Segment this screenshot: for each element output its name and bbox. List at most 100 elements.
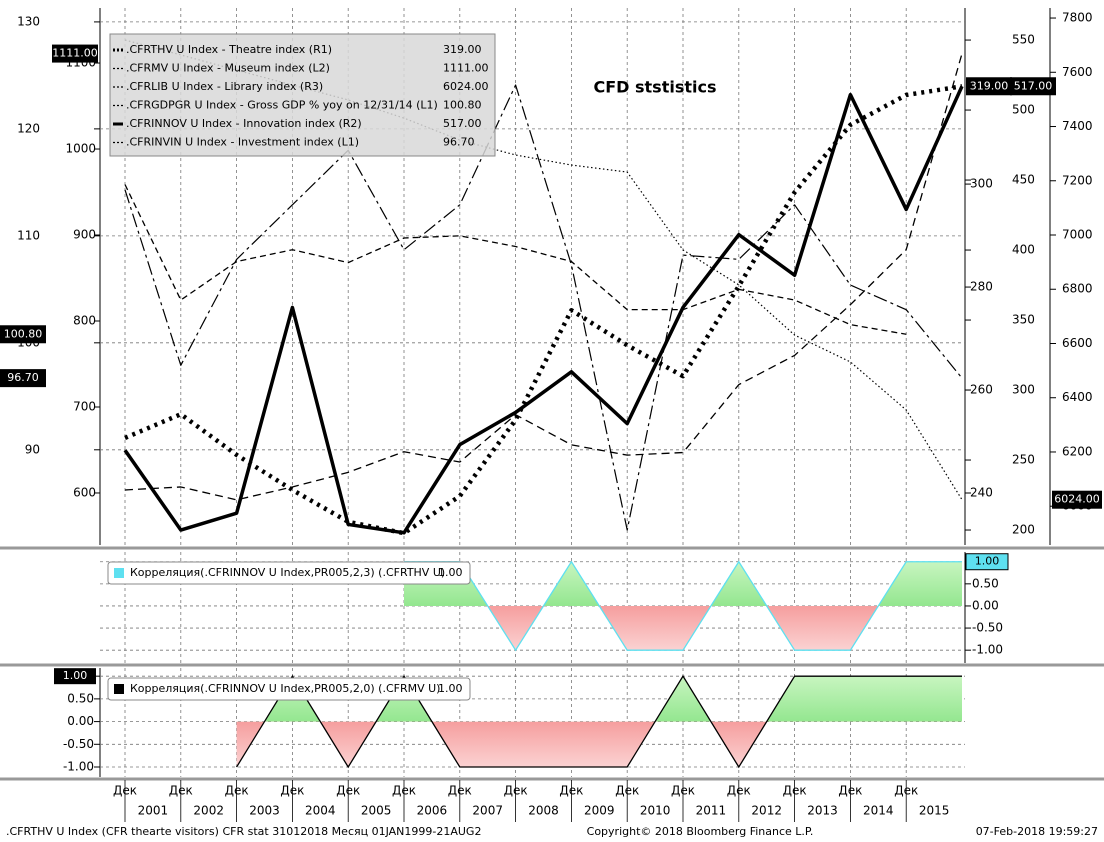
y-tick-label: 800	[73, 313, 96, 327]
y-tick-label: -1.00	[972, 643, 1003, 657]
y-tick-label: 6200	[1062, 444, 1093, 458]
legend-label: .CFRINVIN U Index - Investment index (L1…	[126, 136, 359, 149]
y-tick-label: 700	[73, 399, 96, 413]
y-tick-label: 450	[1012, 173, 1035, 187]
legend-value: 100.80	[443, 99, 482, 112]
y-tick-label: 0.50	[972, 576, 999, 590]
y-tick-label: 260	[970, 383, 993, 397]
y-tick-label: 0.50	[67, 691, 94, 705]
legend-swatch	[114, 568, 124, 578]
x-year-label: 2012	[751, 804, 782, 818]
legend-label: .CFRTHV U Index - Theatre index (R1)	[126, 43, 332, 56]
x-tick-label: Дек	[225, 784, 249, 798]
legend-value: 6024.00	[443, 80, 489, 93]
value-tag	[965, 553, 1009, 571]
footer-left: .CFRTHV U Index (CFR thearte visitors) C…	[6, 825, 481, 838]
y-tick-label: 240	[970, 485, 993, 499]
negative-area	[236, 721, 962, 768]
x-tick-label: Дек	[392, 784, 416, 798]
legend-label: Корреляция(.CFRINNOV U Index,PR005,2,3) …	[130, 566, 445, 579]
x-tick-label: Дек	[838, 784, 862, 798]
y-tick-label: 1000	[65, 142, 96, 156]
value-tag	[54, 668, 96, 685]
y-tick-label: 550	[1012, 33, 1035, 47]
y-tick-label: 7800	[1062, 11, 1093, 25]
x-year-label: 2015	[919, 804, 950, 818]
series-line	[404, 560, 962, 652]
y-tick-label: 280	[970, 280, 993, 294]
value-tag-label: 6024.00	[1054, 493, 1100, 506]
x-year-label: 2002	[193, 804, 224, 818]
legend-label: .CFRINNOV U Index - Innovation index (R2…	[126, 117, 362, 130]
y-tick-label: 250	[1012, 453, 1035, 467]
legend-label: .CFRGDPGR U Index - Gross GDP % yoy on 1…	[126, 99, 438, 112]
y-tick-label: 6600	[1062, 336, 1093, 350]
series-line	[123, 85, 964, 535]
legend-label: Корреляция(.CFRINNOV U Index,PR005,2,0) …	[130, 682, 440, 695]
y-tick-label: 350	[1012, 313, 1035, 327]
plot: 319.00 1111.00 6024.00 100.80 517.00 96.70	[0, 39, 1102, 536]
y-tick-label: 6800	[1062, 282, 1093, 296]
value-tag-label: 1.00	[975, 555, 1000, 568]
x-tick-label: Дек	[559, 784, 583, 798]
value-tag	[52, 44, 98, 63]
y-tick-label: 300	[970, 177, 993, 191]
y-tick-label: 7200	[1062, 173, 1093, 187]
legend-value: 1.00	[438, 566, 463, 579]
value-tag	[0, 325, 46, 344]
legend-label: .CFRLIB U Index - Library index (R3)	[126, 80, 323, 93]
y-tick-label: 7600	[1062, 65, 1093, 79]
y-tick-label: 7000	[1062, 228, 1093, 242]
x-axis: Дек Дек Дек Дек Дек Дек Дек Дек Дек Дек Дек Дек Дек Д…	[113, 780, 949, 822]
negative-area	[487, 605, 879, 651]
x-year-label: 2008	[528, 804, 559, 818]
panels: 1.00 0.50 0.00 -0.50 -1.00 Корреляция(.CFRINN…	[54, 552, 1009, 777]
y-tick-label: 0.00	[972, 598, 999, 612]
value-tag-label: 319.00	[970, 79, 1009, 92]
value-tag	[1010, 77, 1056, 96]
legend-box	[109, 33, 496, 157]
x-year-label: 2003	[249, 804, 280, 818]
x-tick-label: Дек	[113, 784, 137, 798]
x-year-label: 2011	[696, 804, 727, 818]
x-year-label: 2010	[640, 804, 671, 818]
y-tick-label: 7400	[1062, 119, 1093, 133]
y-tick-label: 500	[1012, 103, 1035, 117]
y-tick-label: 300	[1012, 383, 1035, 397]
x-tick-label: Дек	[448, 784, 472, 798]
series-line	[124, 84, 963, 531]
legend-box	[107, 677, 471, 701]
x-tick-label: Дек	[783, 784, 807, 798]
legend-value: 517.00	[443, 117, 482, 130]
legend-box	[107, 561, 471, 585]
footer-right: 07-Feb-2018 19:59:27	[976, 825, 1098, 838]
chart-title: CFD ststistics	[593, 78, 716, 97]
y-tick-label: 600	[73, 485, 96, 499]
y-tick-label: 400	[1012, 243, 1035, 257]
x-tick-label: Дек	[727, 784, 751, 798]
legend-swatch	[114, 684, 124, 694]
x-tick-label: Дек	[336, 784, 360, 798]
y-tick-label: -0.50	[63, 737, 94, 751]
y-tick-label: 200	[1012, 523, 1035, 537]
y-tick-label: 0.00	[67, 714, 94, 728]
legend-label: .CFRMV U Index - Museum index (L2)	[126, 62, 330, 75]
value-tag-label: 1.00	[63, 669, 88, 682]
x-tick-label: Дек	[504, 784, 528, 798]
series-line	[124, 53, 963, 501]
y-tick-label: 110	[17, 228, 40, 242]
legend-value: 1.00	[438, 682, 463, 695]
y-tick-label: 90	[25, 442, 40, 456]
legend-value: 96.70	[443, 136, 475, 149]
x-tick-label: Дек	[671, 784, 695, 798]
x-tick-label: Дек	[280, 784, 304, 798]
x-tick-label: Дек	[894, 784, 918, 798]
x-year-label: 2004	[305, 804, 336, 818]
value-tag	[1052, 490, 1102, 509]
x-tick-label: Дек	[615, 784, 639, 798]
x-year-label: 2006	[417, 804, 448, 818]
footer-center: Copyright© 2018 Bloomberg Finance L.P.	[587, 825, 814, 838]
y-tick-label: 900	[73, 228, 96, 242]
legend-value: 1111.00	[443, 62, 489, 75]
x-year-label: 2001	[138, 804, 169, 818]
